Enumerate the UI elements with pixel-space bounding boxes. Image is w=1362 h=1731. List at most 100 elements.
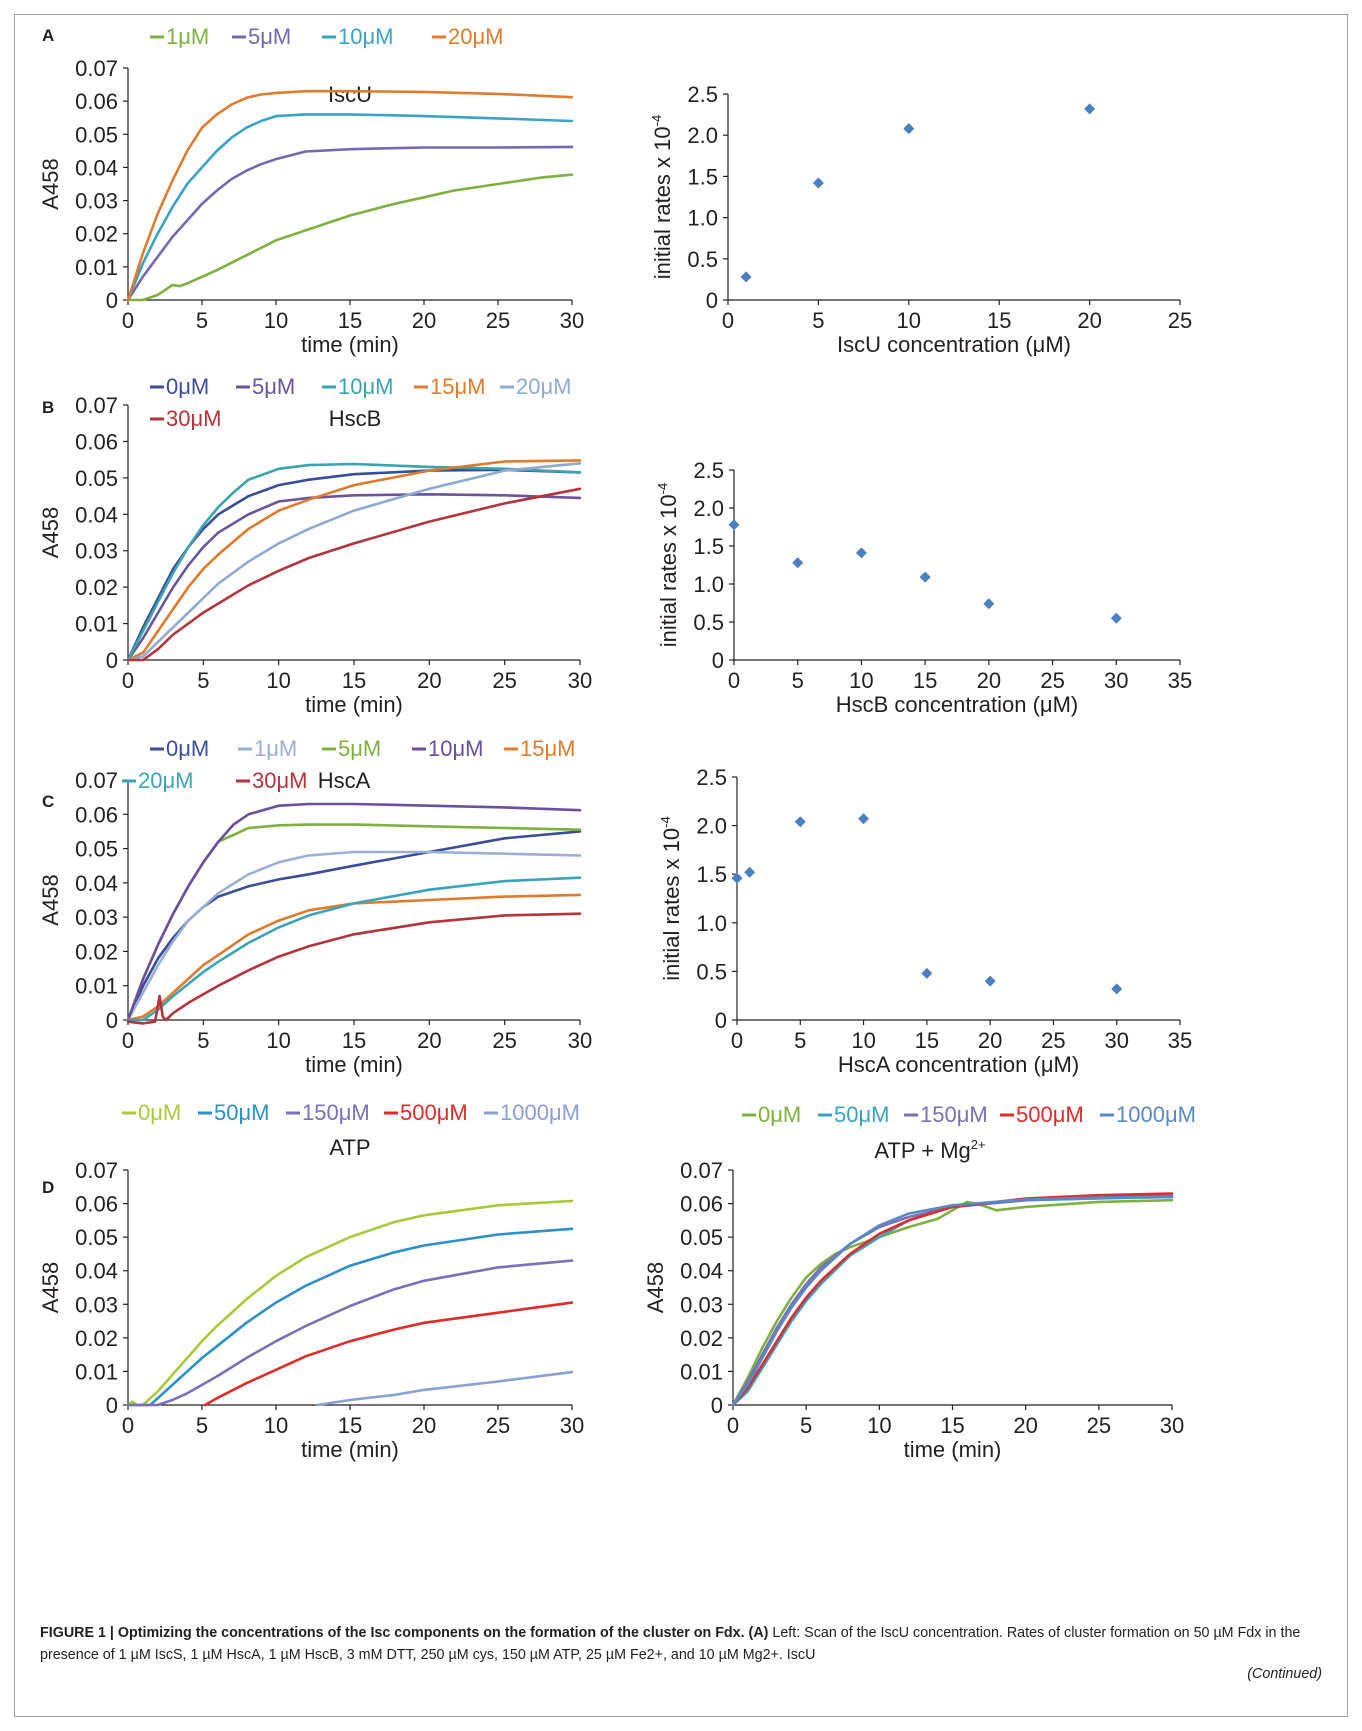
x-tick-label: 25 [492, 1028, 516, 1053]
legend-label-5-m: 5μM [338, 736, 381, 761]
series-line-0-m [126, 830, 582, 1022]
legend-label-1000-m: 1000μM [500, 1100, 580, 1125]
y-tick-label: 2.5 [693, 458, 724, 483]
figure-frame [14, 14, 1348, 1717]
y-tick-label: 0.07 [75, 393, 118, 418]
x-tick-label: 10 [867, 1413, 891, 1438]
x-tick-label: 15 [338, 1413, 362, 1438]
y-tick-label: 0.06 [680, 1192, 723, 1217]
y-axis-label: initial rates x 10-4 [649, 115, 675, 279]
series-line-1000-m [316, 1370, 574, 1407]
legend-label-20-m: 20μM [448, 24, 503, 49]
panel-letter-b: B [42, 398, 55, 417]
legend-label-15-m: 15μM [520, 736, 575, 761]
panel-letter-c: C [42, 792, 55, 811]
legend-label-0-m: 0μM [758, 1102, 801, 1127]
x-tick-label: 5 [812, 308, 824, 333]
series-line-15-m [126, 459, 582, 662]
y-axis-label: A458 [38, 1262, 63, 1313]
series-line-150-m [126, 1259, 574, 1407]
x-tick-label: 15 [940, 1413, 964, 1438]
legend-label-50-m: 50μM [834, 1102, 889, 1127]
y-tick-label: 0.05 [75, 466, 118, 491]
x-axis-label: HscB concentration (μM) [836, 692, 1079, 717]
x-tick-label: 25 [486, 308, 510, 333]
x-tick-label: 25 [1168, 308, 1192, 333]
series-line-0-m [731, 1198, 1174, 1407]
series-line-50-m [126, 1227, 574, 1407]
x-tick-label: 15 [342, 1028, 366, 1053]
y-tick-label: 0.04 [75, 871, 118, 896]
caption-continued: (Continued) [1247, 1666, 1322, 1682]
y-tick-label: 0 [706, 288, 718, 313]
x-tick-label: 30 [560, 1413, 584, 1438]
data-point-1 [812, 177, 824, 189]
data-point-4 [921, 967, 933, 979]
chart-title: ATP [329, 1135, 370, 1160]
data-point-3 [858, 813, 870, 825]
series-line-20-m [126, 89, 574, 302]
caption-text: Left: Scan of the IscU concentration. Ra… [40, 1625, 1301, 1663]
y-tick-label: 1.0 [687, 206, 718, 231]
y-tick-label: 0.02 [75, 1326, 118, 1351]
x-tick-label: 25 [1087, 1413, 1111, 1438]
legend-label-30-m: 30μM [252, 768, 307, 793]
x-tick-label: 25 [1041, 1028, 1065, 1053]
x-tick-label: 15 [915, 1028, 939, 1053]
x-tick-label: 5 [197, 1028, 209, 1053]
y-tick-label: 0.02 [75, 222, 118, 247]
legend-label-150-m: 150μM [302, 1100, 370, 1125]
x-tick-label: 15 [987, 308, 1011, 333]
x-axis-label: time (min) [305, 692, 403, 717]
series-line-50-m [731, 1195, 1174, 1407]
x-axis-label: time (min) [305, 1052, 403, 1077]
data-point-0 [740, 271, 752, 283]
legend-label-10-m: 10μM [338, 374, 393, 399]
y-tick-label: 0.07 [75, 1158, 118, 1183]
series-line-500-m [203, 1301, 574, 1407]
y-tick-label: 0.02 [680, 1326, 723, 1351]
y-tick-label: 0.05 [75, 122, 118, 147]
figure-caption: FIGURE 1 | Optimizing the concentrations… [40, 1622, 1330, 1666]
y-tick-label: 2.0 [693, 496, 724, 521]
data-point-2 [903, 123, 915, 135]
y-axis-label: A458 [38, 507, 63, 558]
y-tick-label: 0.5 [696, 959, 727, 984]
chart-d-atp-mg-timecourse: 0 0.01 0.02 0.03 0.04 0.05 0.06 0.07 0 5 10 15 20 25 3… [643, 1102, 1196, 1462]
chart-title: HscB [329, 406, 382, 431]
y-tick-label: 1.5 [693, 534, 724, 559]
x-tick-label: 20 [412, 308, 436, 333]
y-tick-label: 0.04 [75, 502, 118, 527]
y-tick-label: 0.07 [680, 1158, 723, 1183]
y-tick-label: 0.04 [75, 1259, 118, 1284]
chart-d-atp-timecourse: 0 0.01 0.02 0.03 0.04 0.05 0.06 0.07 0 5 10 15 20 25 3… [38, 1100, 584, 1462]
series-line-0-m [126, 468, 582, 662]
y-tick-label: 0.03 [75, 905, 118, 930]
series-line-5-m [126, 145, 574, 302]
x-axis-label: time (min) [301, 1437, 399, 1462]
y-tick-label: 0.01 [75, 255, 118, 280]
chart-title: ATP + Mg2+ [874, 1137, 985, 1163]
x-tick-label: 0 [122, 668, 134, 693]
data-point-2 [794, 816, 806, 828]
data-point-5 [1110, 612, 1122, 624]
y-axis-label: A458 [38, 874, 63, 925]
y-tick-label: 0.03 [680, 1292, 723, 1317]
legend-label-30-m: 30μM [166, 406, 221, 431]
chart-title: HscA [318, 768, 371, 793]
x-tick-label: 30 [568, 1028, 592, 1053]
x-tick-label: 10 [266, 668, 290, 693]
x-tick-label: 0 [731, 1028, 743, 1053]
x-tick-label: 0 [122, 308, 134, 333]
legend-label-20-m: 20μM [516, 374, 571, 399]
x-tick-label: 0 [122, 1413, 134, 1438]
y-tick-label: 0.5 [687, 247, 718, 272]
x-tick-label: 30 [1160, 1413, 1184, 1438]
y-tick-label: 0.04 [75, 155, 118, 180]
x-tick-label: 0 [728, 668, 740, 693]
data-point-6 [1111, 983, 1123, 995]
x-tick-label: 5 [196, 1413, 208, 1438]
x-tick-label: 20 [978, 1028, 1002, 1053]
y-tick-label: 0.02 [75, 939, 118, 964]
x-tick-label: 25 [1040, 668, 1064, 693]
